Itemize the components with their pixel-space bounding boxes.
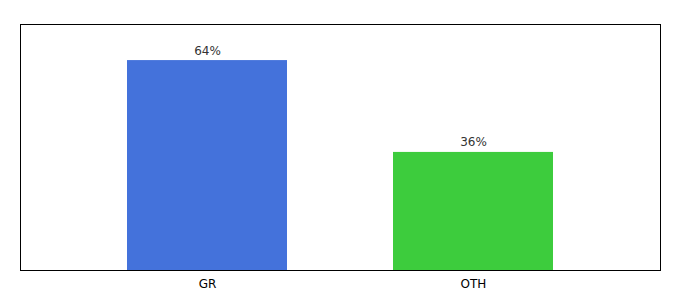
svg-text:GR: GR — [199, 277, 217, 291]
svg-text:OTH: OTH — [461, 277, 487, 291]
svg-text:64%: 64% — [194, 44, 221, 58]
svg-text:36%: 36% — [460, 135, 487, 149]
